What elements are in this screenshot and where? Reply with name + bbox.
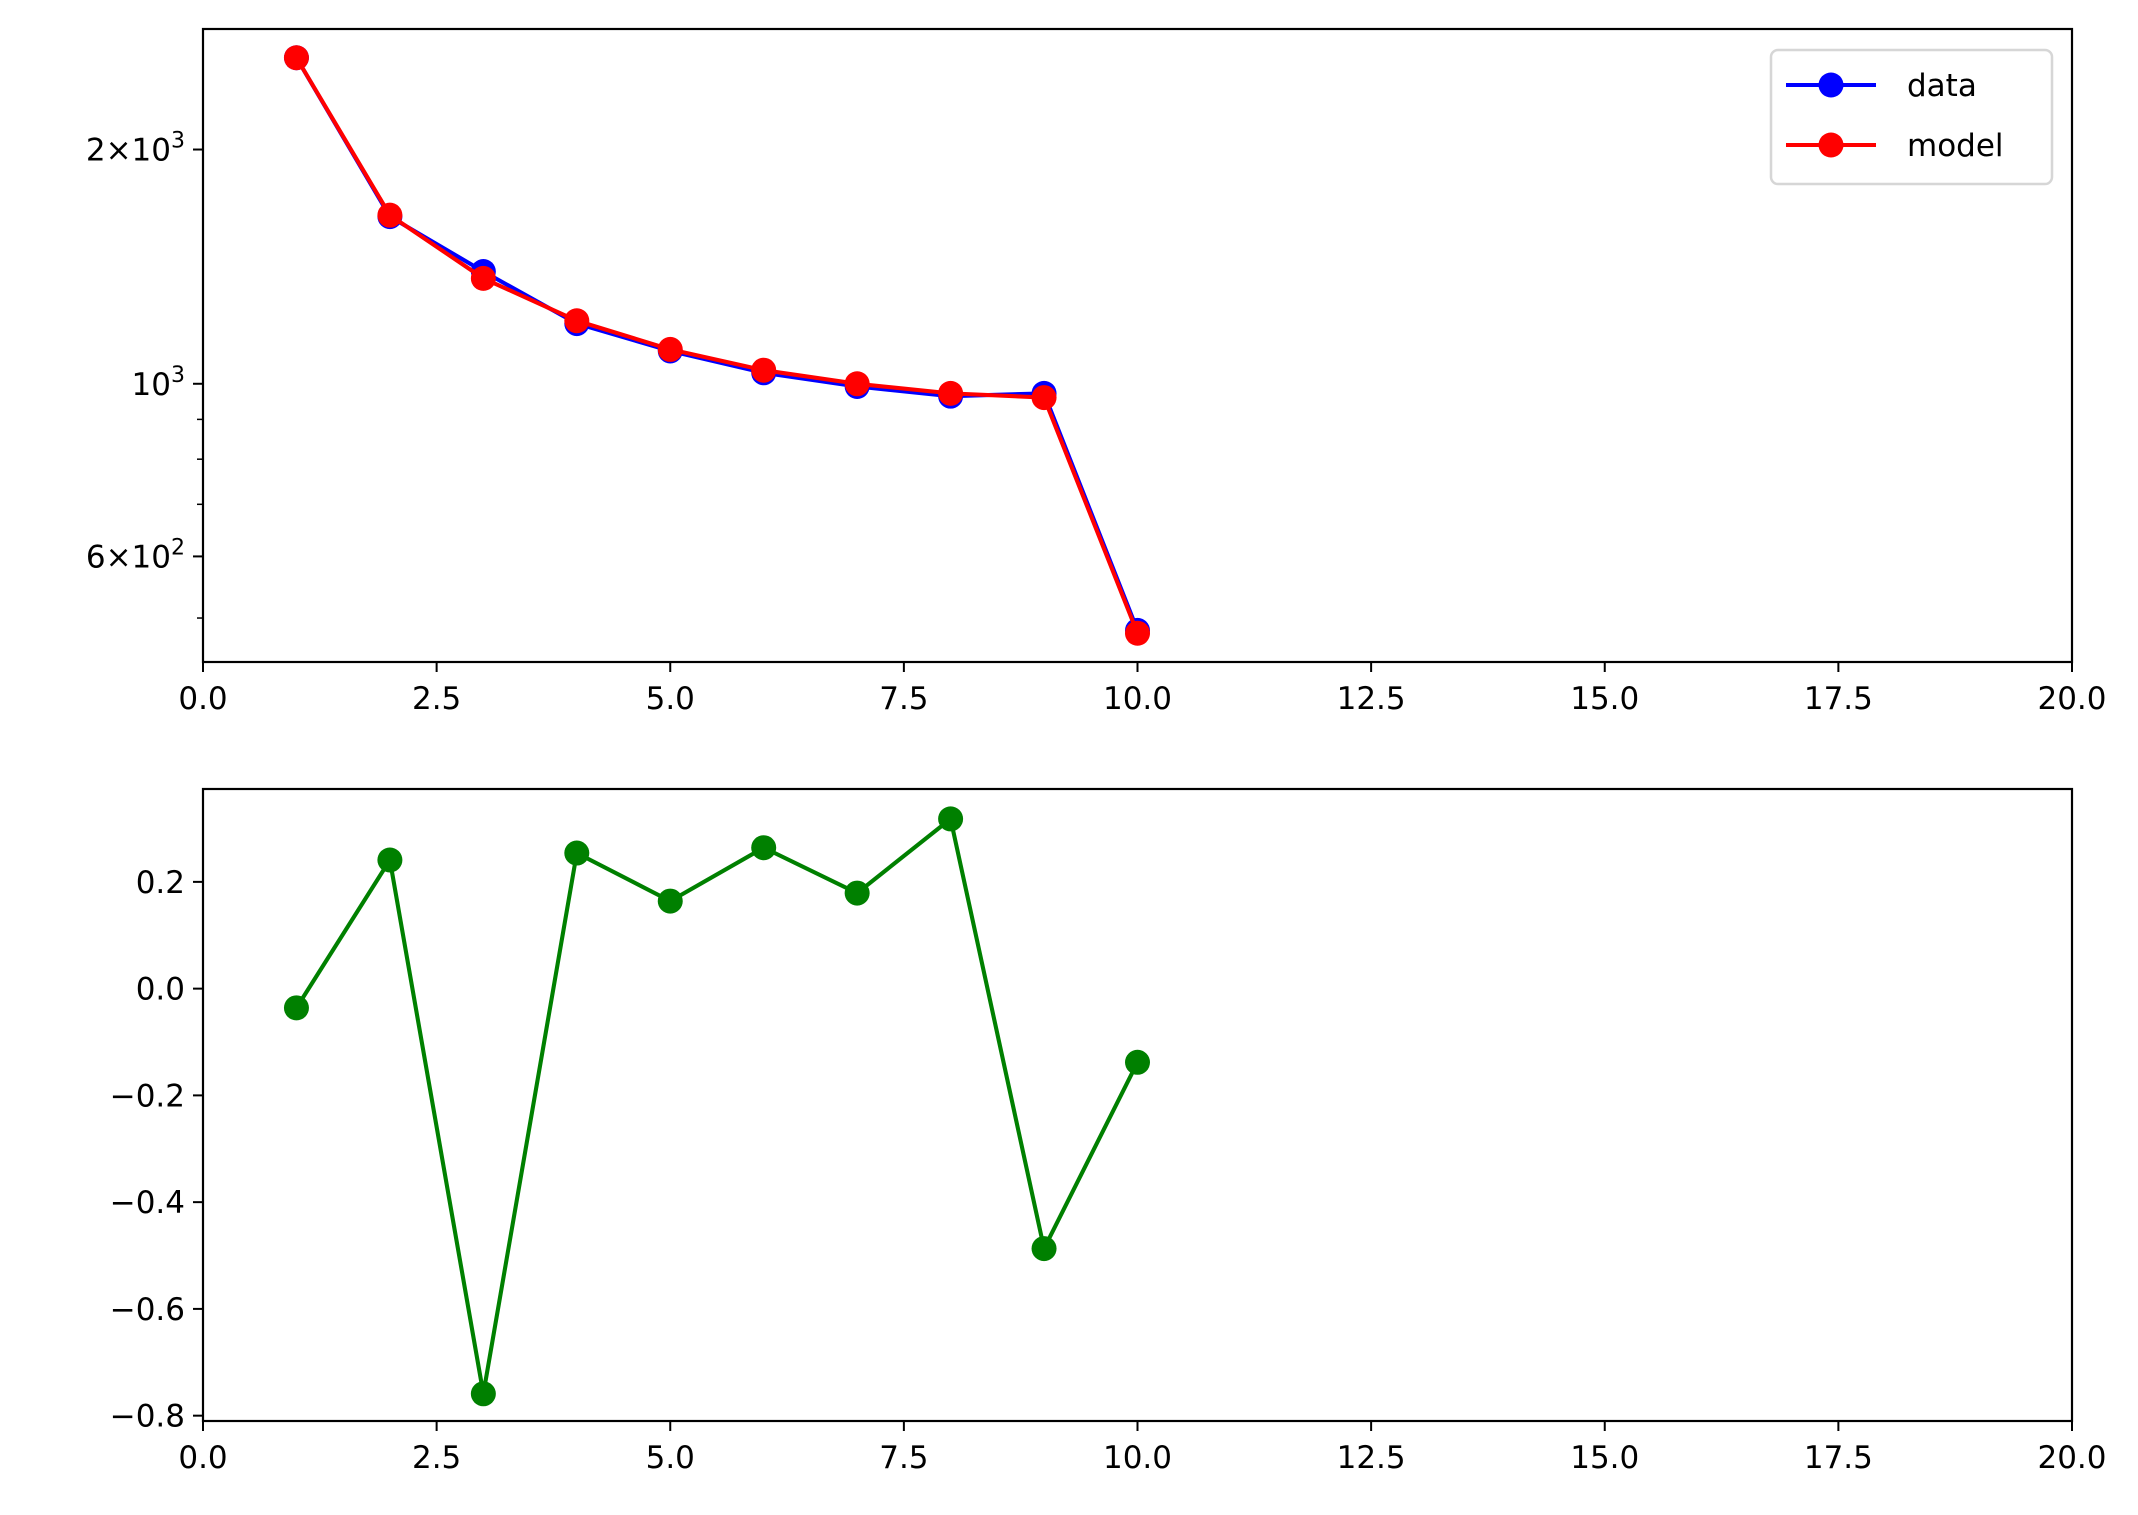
y-tick-label: 0.2: [136, 865, 185, 901]
data-point-residual: [938, 806, 964, 832]
x-tick-label: 15.0: [1570, 1440, 1639, 1476]
data-point-residual: [377, 847, 403, 873]
x-tick-label: 20.0: [2037, 1440, 2106, 1476]
data-point-residual: [751, 835, 777, 861]
y-tick-exponent: 3: [171, 129, 185, 154]
data-point-model: [564, 308, 590, 334]
x-tick-label: 20.0: [2037, 681, 2106, 717]
x-tick-label: 5.0: [646, 681, 695, 717]
data-point-model: [938, 380, 964, 406]
y-tick-label: 6×102: [86, 535, 185, 575]
x-tick-label: 10.0: [1103, 1440, 1172, 1476]
data-point-model: [377, 202, 403, 228]
legend: data model: [1769, 48, 2054, 186]
y-tick-label: 0.0: [136, 972, 185, 1008]
x-tick-label: 7.5: [879, 681, 928, 717]
x-tick-label: 10.0: [1103, 681, 1172, 717]
y-tick-label: −0.6: [110, 1292, 185, 1328]
data-point-model: [283, 45, 309, 71]
y-tick-mantissa: 2×10: [86, 133, 171, 169]
series-line-residual: [294, 816, 1140, 1396]
bottom-axes-residual-plot: 0.0 2.5 5.0 7.5 10.0 12.5 15.0 17.5 20.0 0.2 0.0 −0…: [110, 787, 2107, 1476]
y-tick-mantissa: 6×10: [86, 539, 171, 575]
data-point-residual: [844, 880, 870, 906]
x-tick-label: 0.0: [178, 1440, 227, 1476]
x-tick-label: 15.0: [1570, 681, 1639, 717]
data-point-residual: [657, 888, 683, 914]
y-tick-label: 103: [132, 363, 185, 403]
x-tick-label: 12.5: [1337, 681, 1406, 717]
y-tick-exponent: 2: [171, 535, 185, 560]
x-tick-label: 7.5: [879, 1440, 928, 1476]
legend-label-model: model: [1907, 128, 2004, 164]
x-tick-label: 0.0: [178, 681, 227, 717]
data-point-model: [657, 336, 683, 362]
x-tick-label: 17.5: [1804, 681, 1873, 717]
x-tick-label: 12.5: [1337, 1440, 1406, 1476]
y-tick-label: −0.8: [110, 1399, 185, 1435]
data-point-residual: [283, 995, 309, 1021]
top-axes-log-plot: 0.0 2.5 5.0 7.5 10.0 12.5 15.0 17.5 20.02×103103…: [86, 27, 2107, 717]
data-point-residual: [1125, 1049, 1150, 1075]
x-tick-label: 17.5: [1804, 1440, 1873, 1476]
legend-marker-data: [1818, 72, 1844, 98]
x-tick-label: 5.0: [646, 1440, 695, 1476]
data-point-residual: [564, 840, 590, 866]
series-line-model: [294, 56, 1140, 634]
y-tick-label: 2×103: [86, 129, 185, 169]
data-point-model: [1125, 620, 1150, 646]
data-point-model: [751, 357, 777, 383]
legend-label-data: data: [1907, 68, 1977, 104]
data-point-residual: [470, 1381, 496, 1407]
x-tick-label: 2.5: [412, 681, 461, 717]
y-tick-exponent: 3: [171, 363, 185, 388]
x-tick-label: 2.5: [412, 1440, 461, 1476]
data-point-model: [844, 371, 870, 397]
data-point-model: [470, 265, 496, 291]
data-point-residual: [1031, 1236, 1057, 1262]
y-tick-label: −0.2: [110, 1078, 185, 1114]
data-point-model: [1031, 385, 1057, 411]
y-tick-mantissa: 10: [132, 367, 171, 403]
legend-marker-model: [1818, 132, 1844, 158]
y-tick-label: −0.4: [110, 1185, 185, 1221]
